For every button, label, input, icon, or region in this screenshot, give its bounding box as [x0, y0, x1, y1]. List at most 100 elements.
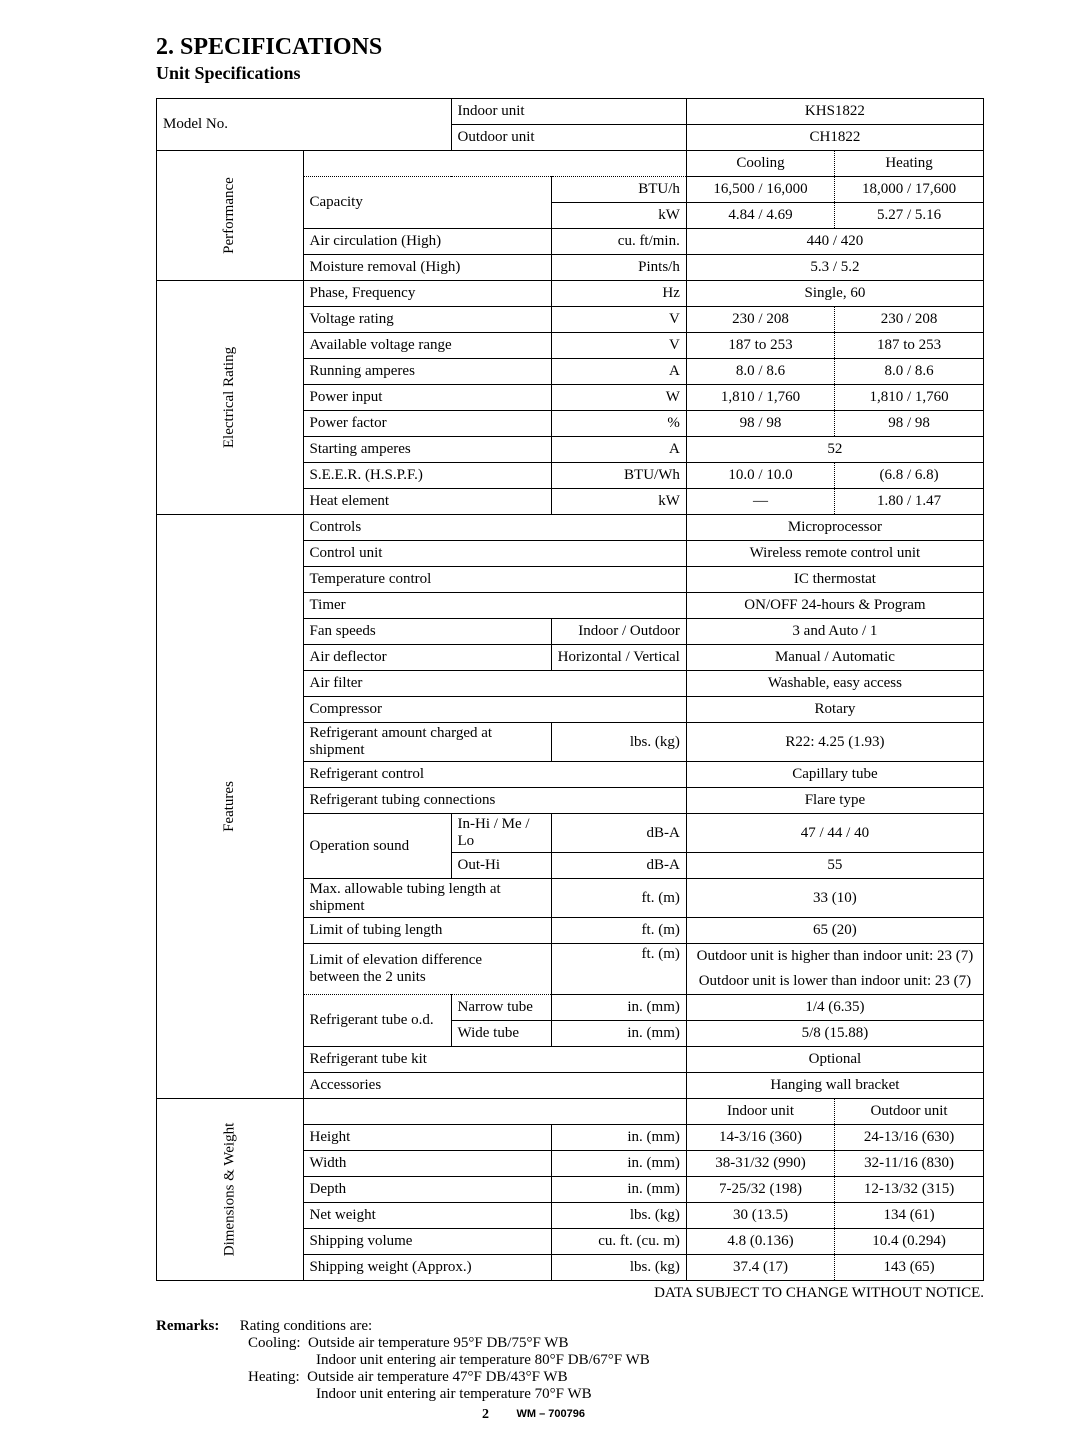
value: 7-25/32 (198)	[686, 1177, 834, 1203]
value: 5.27 / 5.16	[835, 203, 984, 229]
table-row: Dimensions & Weight Indoor unit Outdoor …	[157, 1099, 984, 1125]
table-row: Performance Cooling Heating	[157, 151, 984, 177]
depth-label: Depth	[303, 1177, 551, 1203]
air-filter-label: Air filter	[303, 671, 686, 697]
value: 10.4 (0.294)	[835, 1229, 984, 1255]
value: 24-13/16 (630)	[835, 1125, 984, 1151]
value: (6.8 / 6.8)	[835, 463, 984, 489]
temp-control-label: Temperature control	[303, 567, 686, 593]
value: 1.80 / 1.47	[835, 489, 984, 515]
rtod-label: Refrigerant tube o.d.	[303, 995, 451, 1047]
value: Microprocessor	[686, 515, 983, 541]
value: 1,810 / 1,760	[835, 385, 984, 411]
value: 8.0 / 8.6	[686, 359, 834, 385]
value: 4.8 (0.136)	[686, 1229, 834, 1255]
remarks-line: Indoor unit entering air temperature 70°…	[316, 1386, 592, 1402]
value: 98 / 98	[686, 411, 834, 437]
value: 38-31/32 (990)	[686, 1151, 834, 1177]
shipvol-label: Shipping volume	[303, 1229, 551, 1255]
outdoor-unit-label: Outdoor unit	[451, 125, 686, 151]
value: 32-11/16 (830)	[835, 1151, 984, 1177]
table-row: Model No. Indoor unit KHS1822	[157, 99, 984, 125]
group-electrical: Electrical Rating	[157, 281, 304, 515]
value: 47 / 44 / 40	[686, 814, 983, 853]
unit: ft. (m)	[551, 944, 686, 995]
value: 5.3 / 5.2	[686, 255, 983, 281]
value: 65 (20)	[686, 918, 983, 944]
unit: BTU/Wh	[551, 463, 686, 489]
table-row: Features Controls Microprocessor	[157, 515, 984, 541]
operation-sound-label: Operation sound	[303, 814, 451, 879]
fan-label: Fan speeds	[303, 619, 551, 645]
unit: BTU/h	[551, 177, 686, 203]
value: Outdoor unit is higher than indoor unit:…	[686, 944, 983, 970]
unit: W	[551, 385, 686, 411]
unit: ft. (m)	[551, 918, 686, 944]
value: ON/OFF 24-hours & Program	[686, 593, 983, 619]
os-out-label: Out-Hi	[451, 853, 551, 879]
he-label: Heat element	[303, 489, 551, 515]
value: 55	[686, 853, 983, 879]
doc-code: WM – 700796	[517, 1408, 585, 1420]
group-features: Features	[157, 515, 304, 1099]
rac-label: Refrigerant amount charged at shipment	[303, 723, 551, 762]
value: Hanging wall bracket	[686, 1073, 983, 1099]
unit: in. (mm)	[551, 995, 686, 1021]
table-row: Electrical Rating Phase, Frequency Hz Si…	[157, 281, 984, 307]
tubing-connections-label: Refrigerant tubing connections	[303, 788, 686, 814]
unit: in. (mm)	[551, 1177, 686, 1203]
section-subhead: Unit Specifications	[156, 63, 984, 84]
value: 143 (65)	[835, 1255, 984, 1281]
unit: %	[551, 411, 686, 437]
value: 30 (13.5)	[686, 1203, 834, 1229]
section-number: 2. SPECIFICATIONS	[156, 34, 984, 61]
height-label: Height	[303, 1125, 551, 1151]
value: 8.0 / 8.6	[835, 359, 984, 385]
remarks-line: Outside air temperature 47°F DB/43°F WB	[307, 1369, 567, 1385]
narrow-tube-label: Narrow tube	[451, 995, 551, 1021]
unit: Horizontal / Vertical	[551, 645, 686, 671]
wide-tube-label: Wide tube	[451, 1021, 551, 1047]
heating-label: Heating:	[248, 1369, 300, 1385]
unit: dB-A	[551, 853, 686, 879]
limit-length-label: Limit of tubing length	[303, 918, 551, 944]
shipweight-label: Shipping weight (Approx.)	[303, 1255, 551, 1281]
cooling-label: Cooling	[686, 151, 834, 177]
unit: A	[551, 359, 686, 385]
width-label: Width	[303, 1151, 551, 1177]
value: Wireless remote control unit	[686, 541, 983, 567]
value: IC thermostat	[686, 567, 983, 593]
value: 14-3/16 (360)	[686, 1125, 834, 1151]
value: 187 to 253	[686, 333, 834, 359]
remarks-line: Rating conditions are:	[240, 1318, 372, 1334]
unit: kW	[551, 489, 686, 515]
control-unit-label: Control unit	[303, 541, 686, 567]
unit: cu. ft/min.	[551, 229, 686, 255]
value: 230 / 208	[686, 307, 834, 333]
value: 5/8 (15.88)	[686, 1021, 983, 1047]
cooling-label: Cooling:	[248, 1335, 301, 1351]
seer-label: S.E.E.R. (H.S.P.F.)	[303, 463, 551, 489]
unit: V	[551, 307, 686, 333]
value: 1/4 (6.35)	[686, 995, 983, 1021]
value: Single, 60	[686, 281, 983, 307]
value: 440 / 420	[686, 229, 983, 255]
remarks-line: Outside air temperature 95°F DB/75°F WB	[308, 1335, 568, 1351]
unit: A	[551, 437, 686, 463]
pi-label: Power input	[303, 385, 551, 411]
group-dims: Dimensions & Weight	[157, 1099, 304, 1281]
refrigerant-control-label: Refrigerant control	[303, 762, 686, 788]
value: 18,000 / 17,600	[835, 177, 984, 203]
unit: in. (mm)	[551, 1125, 686, 1151]
unit: Hz	[551, 281, 686, 307]
unit: lbs. (kg)	[551, 1203, 686, 1229]
air-deflector-label: Air deflector	[303, 645, 551, 671]
outdoor-unit-value: CH1822	[686, 125, 983, 151]
value: Rotary	[686, 697, 983, 723]
unit: dB-A	[551, 814, 686, 853]
value: 1,810 / 1,760	[686, 385, 834, 411]
unit: Pints/h	[551, 255, 686, 281]
value: 187 to 253	[835, 333, 984, 359]
ra-label: Running amperes	[303, 359, 551, 385]
value: 10.0 / 10.0	[686, 463, 834, 489]
